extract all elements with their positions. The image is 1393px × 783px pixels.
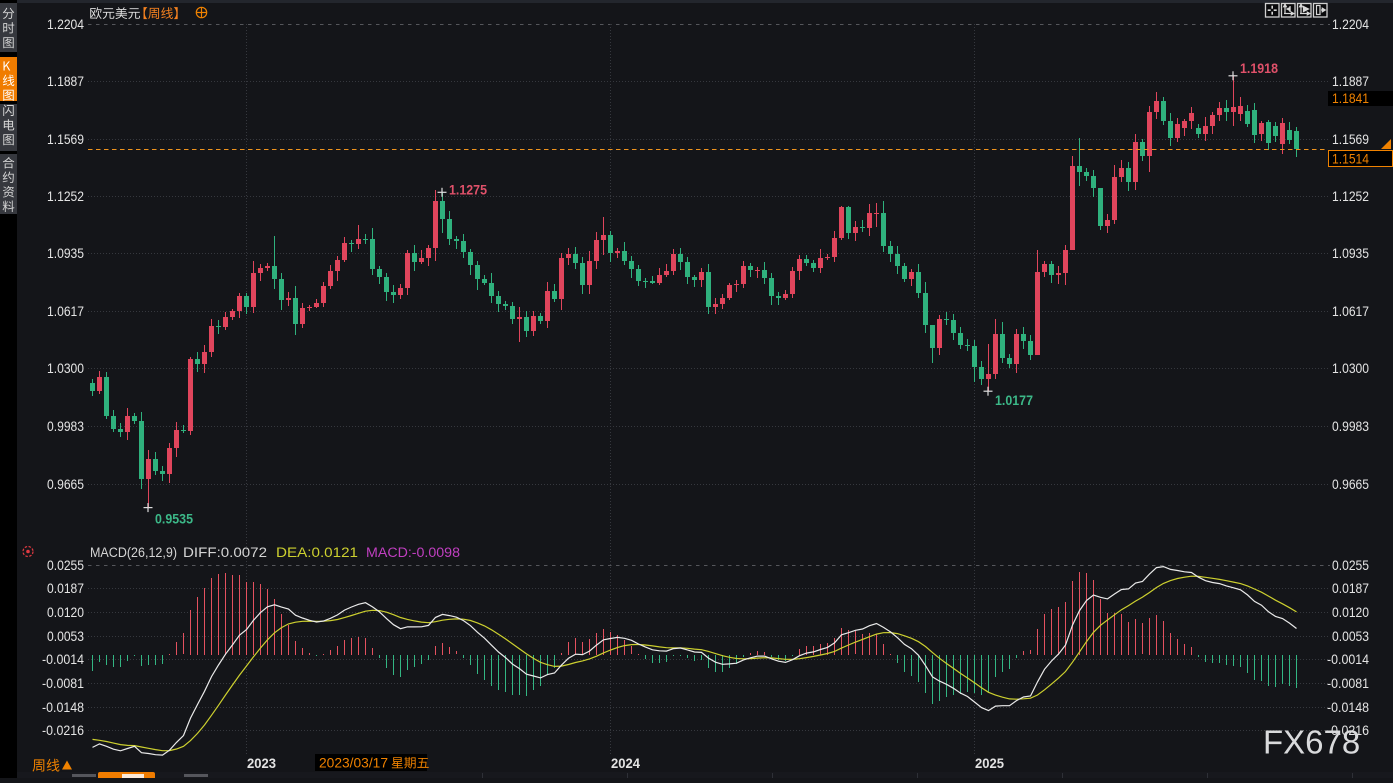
svg-text:-0.0216: -0.0216: [1327, 722, 1369, 738]
svg-text:1.0300: 1.0300: [47, 360, 84, 376]
svg-text:0.9535: 0.9535: [155, 512, 193, 527]
svg-text:1.2204: 1.2204: [47, 16, 84, 32]
svg-text:1.0617: 1.0617: [1332, 303, 1369, 319]
svg-text:-0.0148: -0.0148: [42, 699, 84, 715]
svg-text:1.1275: 1.1275: [449, 182, 487, 197]
svg-text:2023: 2023: [247, 755, 276, 771]
svg-text:FX678: FX678: [1263, 724, 1360, 761]
svg-text:0.9983: 0.9983: [47, 418, 84, 434]
svg-text:0.0120: 0.0120: [47, 604, 84, 620]
svg-text:1.0935: 1.0935: [1332, 245, 1369, 261]
svg-text:1.1887: 1.1887: [1332, 73, 1369, 89]
svg-text:1.2204: 1.2204: [1332, 16, 1369, 32]
svg-text:0.0053: 0.0053: [47, 628, 84, 644]
svg-text:0.0187: 0.0187: [47, 580, 84, 596]
svg-text:0.0255: 0.0255: [47, 557, 84, 573]
svg-text:0.0053: 0.0053: [1332, 628, 1369, 644]
svg-text:2024: 2024: [611, 755, 640, 771]
svg-text:0.0120: 0.0120: [1332, 604, 1369, 620]
svg-text:1.0617: 1.0617: [47, 303, 84, 319]
svg-text:1.0935: 1.0935: [47, 245, 84, 261]
svg-text:MACD(26,12,9): MACD(26,12,9): [90, 545, 177, 560]
svg-text:1.1252: 1.1252: [1332, 188, 1369, 204]
svg-text:2025: 2025: [975, 755, 1004, 771]
svg-text:-0.0081: -0.0081: [42, 675, 84, 691]
svg-text:1.1252: 1.1252: [47, 188, 84, 204]
svg-text:0.9665: 0.9665: [47, 476, 84, 492]
svg-text:1.1514: 1.1514: [1332, 151, 1369, 167]
svg-text:1.0177: 1.0177: [995, 393, 1033, 408]
svg-text:1.0300: 1.0300: [1332, 360, 1369, 376]
svg-text:0.0187: 0.0187: [1332, 580, 1369, 596]
svg-text:1.1887: 1.1887: [47, 73, 84, 89]
svg-text:MACD:-0.0098: MACD:-0.0098: [366, 545, 460, 560]
svg-text:-0.0148: -0.0148: [1327, 699, 1369, 715]
svg-text:DEA:0.0121: DEA:0.0121: [276, 545, 358, 560]
svg-text:1.1569: 1.1569: [1332, 131, 1369, 147]
svg-text:-0.0014: -0.0014: [1327, 651, 1369, 667]
svg-text:0.9665: 0.9665: [1332, 476, 1369, 492]
svg-text:2023/03/17: 2023/03/17: [319, 756, 388, 771]
svg-text:1.1569: 1.1569: [47, 131, 84, 147]
svg-text:-0.0081: -0.0081: [1327, 675, 1369, 691]
svg-text:1.1841: 1.1841: [1332, 90, 1369, 106]
svg-text:DIFF:0.0072: DIFF:0.0072: [183, 545, 267, 560]
svg-text:0.9983: 0.9983: [1332, 418, 1369, 434]
svg-text:1.1918: 1.1918: [1240, 61, 1278, 76]
svg-text:-0.0216: -0.0216: [42, 722, 84, 738]
svg-text:-0.0014: -0.0014: [42, 651, 84, 667]
svg-text:0.0255: 0.0255: [1332, 557, 1369, 573]
